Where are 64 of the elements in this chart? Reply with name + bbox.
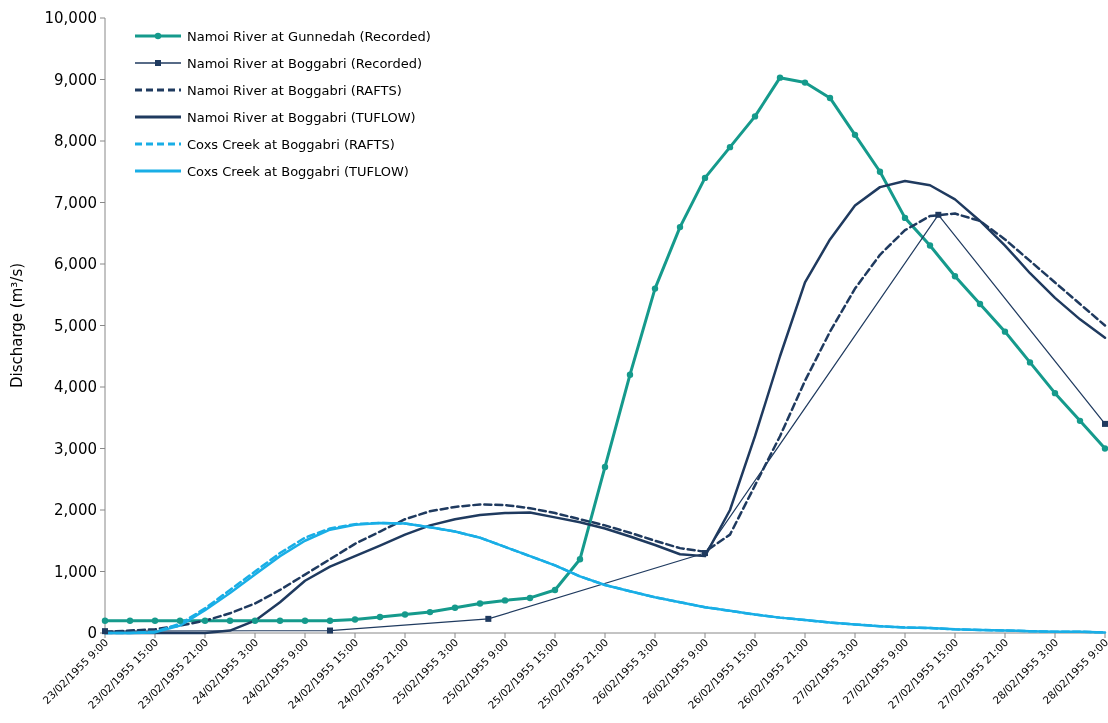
point (1076, 417, 1084, 425)
point (276, 617, 284, 624)
point (702, 550, 708, 557)
y-tick-label: 0 (87, 624, 97, 643)
point (576, 556, 584, 563)
point (701, 174, 709, 182)
point (351, 616, 359, 623)
point (201, 617, 209, 624)
point (826, 94, 834, 102)
point (501, 597, 509, 604)
y-tick-label: 2,000 (54, 501, 97, 520)
y-tick-label: 1,000 (54, 562, 97, 581)
point (926, 242, 934, 249)
point (476, 600, 484, 607)
point (1001, 328, 1009, 335)
point (326, 617, 334, 624)
point (951, 273, 959, 280)
point (251, 617, 259, 624)
y-tick-label: 8,000 (54, 132, 97, 151)
y-tick-label: 3,000 (54, 439, 97, 458)
point (601, 463, 609, 471)
point (1101, 445, 1108, 452)
point (301, 617, 309, 624)
point (526, 594, 534, 602)
point (176, 617, 184, 624)
point (801, 79, 809, 86)
y-axis-title: Discharge (m³/s) (8, 262, 26, 389)
point (1102, 420, 1108, 427)
point (976, 300, 984, 308)
point (376, 613, 384, 621)
y-tick-label: 5,000 (54, 316, 97, 335)
point (426, 608, 434, 616)
point (935, 211, 942, 218)
point (1051, 389, 1059, 397)
point (901, 214, 909, 222)
legend-label: Namoi River at Boggabri (Recorded) (187, 55, 423, 71)
point (726, 143, 734, 151)
legend-label: Namoi River at Boggabri (TUFLOW) (187, 109, 416, 125)
point (327, 627, 333, 634)
legend-label: Namoi River at Boggabri (RAFTS) (187, 82, 402, 98)
point (485, 615, 492, 622)
y-tick-label: 6,000 (54, 255, 97, 274)
point (751, 113, 759, 120)
point (676, 223, 684, 231)
y-tick-label: 9,000 (54, 70, 97, 89)
point (226, 617, 234, 624)
legend-label: Coxs Creek at Boggabri (TUFLOW) (187, 163, 409, 179)
point (876, 168, 884, 175)
y-tick-label: 10,000 (44, 9, 97, 28)
point (626, 371, 634, 378)
point (651, 285, 659, 292)
point (1026, 359, 1034, 366)
point (451, 604, 459, 611)
point (851, 131, 859, 139)
legend-label: Coxs Creek at Boggabri (RAFTS) (187, 136, 395, 152)
point (151, 617, 159, 624)
point (126, 617, 134, 624)
y-tick-label: 7,000 (54, 193, 97, 212)
point (551, 586, 559, 594)
point (401, 611, 409, 618)
legend-label: Namoi River at Gunnedah (Recorded) (187, 28, 431, 44)
point (101, 617, 109, 624)
point (776, 74, 784, 81)
y-tick-label: 4,000 (54, 378, 97, 397)
